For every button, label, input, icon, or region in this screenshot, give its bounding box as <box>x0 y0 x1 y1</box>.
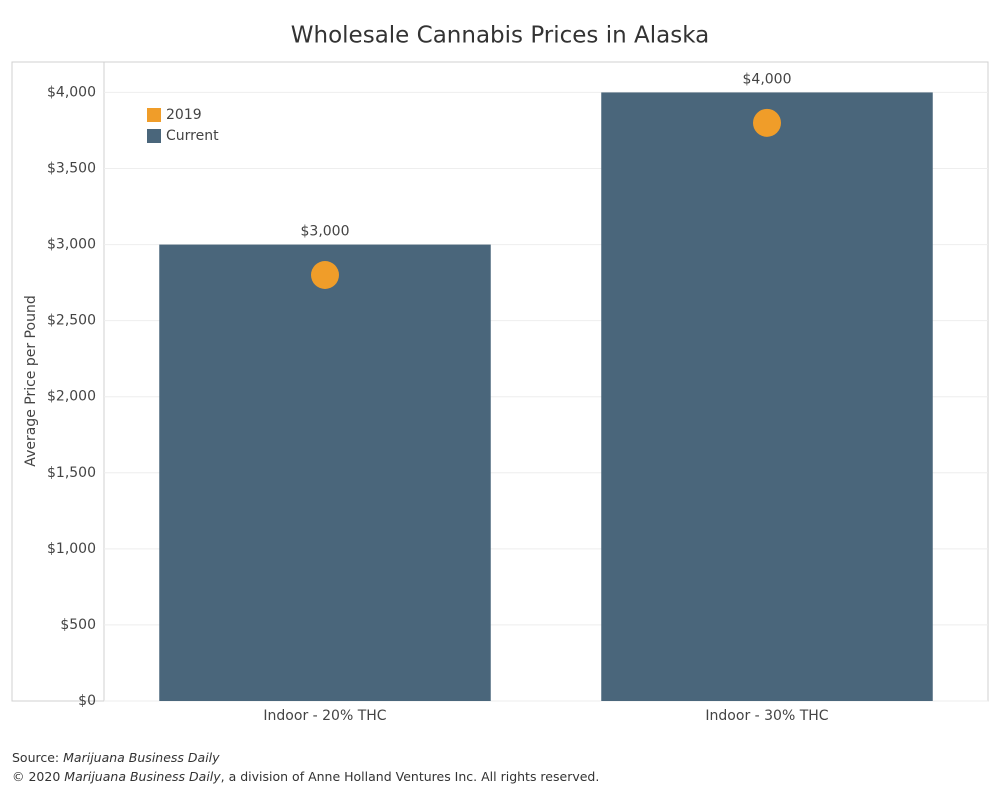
y-axis-label: Average Price per Pound <box>23 295 39 466</box>
value-label: $3,000 <box>301 224 350 240</box>
x-tick-label: Indoor - 30% THC <box>705 708 828 724</box>
dot <box>311 261 339 289</box>
dot <box>753 108 781 137</box>
legend-swatch <box>147 108 161 122</box>
value-label: $4,000 <box>743 71 792 87</box>
legend-swatch <box>147 129 161 143</box>
source-label: Source: <box>12 750 59 765</box>
y-tick-label: $2,000 <box>47 389 96 405</box>
copyright-name: Marijuana Business Daily <box>64 769 221 784</box>
y-tick-label: $4,000 <box>47 84 96 100</box>
chart-title: Wholesale Cannabis Prices in Alaska <box>291 23 709 49</box>
bar <box>601 92 933 701</box>
x-tick-label: Indoor - 20% THC <box>263 708 386 724</box>
y-tick-label: $2,500 <box>47 313 96 329</box>
y-tick-label: $3,500 <box>47 161 96 177</box>
legend-label: 2019 <box>166 107 202 123</box>
y-tick-label: $1,500 <box>47 465 96 481</box>
copyright-prefix: © 2020 <box>12 769 60 784</box>
y-tick-label: $500 <box>60 617 96 633</box>
source-name: Marijuana Business Daily <box>63 750 220 765</box>
copyright: © 2020 Marijuana Business Daily, a divis… <box>12 769 599 784</box>
copyright-suffix: , a division of Anne Holland Ventures In… <box>221 769 600 784</box>
y-tick-label: $1,000 <box>47 541 96 557</box>
source: Source: Marijuana Business Daily <box>12 750 220 765</box>
y-tick-label: $0 <box>78 693 96 709</box>
mark-layer <box>159 92 933 702</box>
legend-label: Current <box>166 128 219 144</box>
y-tick-label: $3,000 <box>47 237 96 253</box>
bar <box>159 244 491 702</box>
